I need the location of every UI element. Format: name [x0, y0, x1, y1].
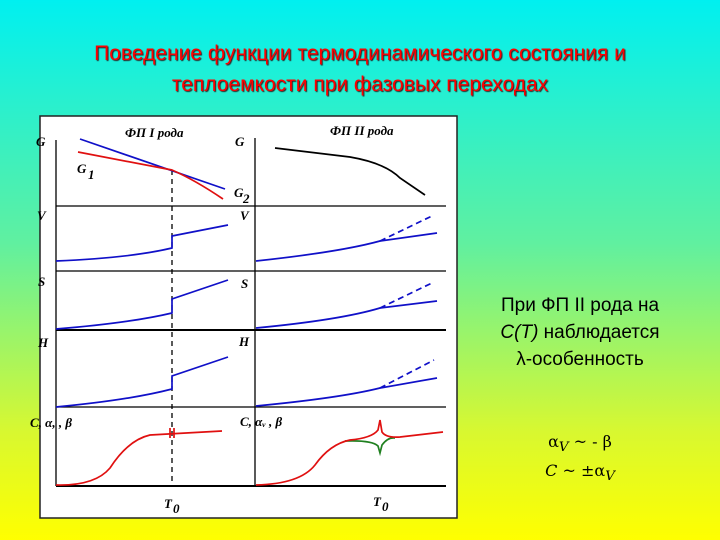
g-label-right: G [235, 134, 245, 149]
note-line-2-rest: наблюдается [538, 322, 660, 343]
v-right-curve [255, 232, 438, 262]
v-label-right: V [240, 208, 250, 223]
t0-sub-right: 0 [382, 499, 389, 514]
g-label: G [36, 134, 46, 149]
g1-label: G [77, 161, 87, 176]
g-right-curve [274, 147, 426, 196]
c-symbol: C [545, 461, 558, 481]
note-line-1: При ФП II рода на [500, 295, 660, 316]
t0-sub: 0 [173, 501, 180, 516]
formula-1: αV ~ - β [470, 430, 690, 459]
g2-sub: 2 [242, 191, 250, 206]
c-label-right: C, αᵥ , β [240, 414, 282, 429]
s-right-curve [255, 300, 438, 329]
v-left-curve [55, 224, 229, 262]
s-left-curve [55, 279, 229, 330]
g2-curve [79, 138, 226, 190]
title-line-1: Поведение функции термодинамического сос… [94, 42, 626, 65]
title-line-2: теплоемкости при фазовых переходах [171, 73, 549, 96]
t0-label: T [164, 496, 173, 511]
c-right-dip [344, 437, 396, 457]
slide-title: Поведение функции термодинамического сос… [0, 38, 720, 100]
h-right-curve [255, 377, 438, 407]
formulas: αV ~ - β C ~ ±αV [470, 430, 690, 488]
lambda-note: При ФП II рода на C(T) наблюдается λ-осо… [470, 292, 690, 373]
h-left-curve [55, 356, 229, 408]
c-right-curve [255, 419, 444, 486]
h-label: H [37, 335, 49, 350]
h-right-dashed [379, 359, 435, 389]
alpha: α [548, 432, 559, 451]
g1-curve [77, 151, 224, 200]
c-label: C, α, , β [30, 415, 72, 430]
c-left-curve [55, 430, 223, 486]
sub-v-2: V [605, 469, 615, 485]
s-label: S [38, 274, 45, 289]
f2-mid: ~ ±α [557, 461, 606, 481]
figure-frame [39, 115, 458, 519]
sub-v: V [558, 440, 569, 456]
g2-label: G [234, 185, 244, 200]
c-of-t: C(T) [500, 322, 539, 343]
v-label: V [37, 208, 47, 223]
curves [55, 138, 444, 486]
note-line-3: λ-особенность [516, 349, 644, 370]
s-label-right: S [241, 276, 248, 291]
left-heading: ФП I рода [125, 125, 184, 140]
h-label-right: H [238, 334, 250, 349]
right-heading: ФП II рода [330, 123, 394, 138]
note-line-2: C(T) наблюдается [470, 319, 690, 346]
axes [55, 138, 446, 487]
g1-sub: 1 [88, 167, 95, 182]
f1-rhs: ~ - β [568, 432, 612, 451]
formula-2: C ~ ±αV [470, 459, 690, 488]
t0-label-right: T [373, 494, 382, 509]
